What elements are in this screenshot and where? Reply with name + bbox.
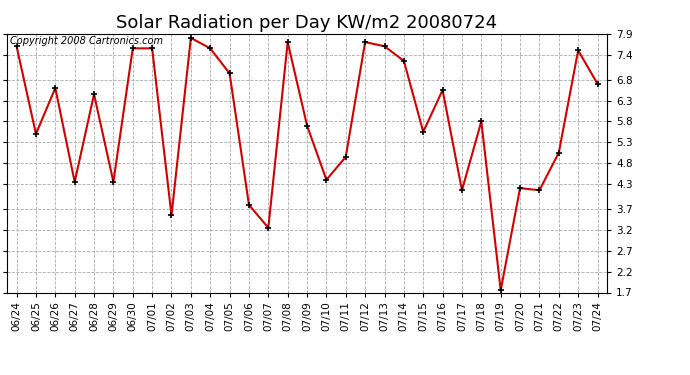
Text: Copyright 2008 Cartronics.com: Copyright 2008 Cartronics.com xyxy=(10,36,163,46)
Title: Solar Radiation per Day KW/m2 20080724: Solar Radiation per Day KW/m2 20080724 xyxy=(117,14,497,32)
